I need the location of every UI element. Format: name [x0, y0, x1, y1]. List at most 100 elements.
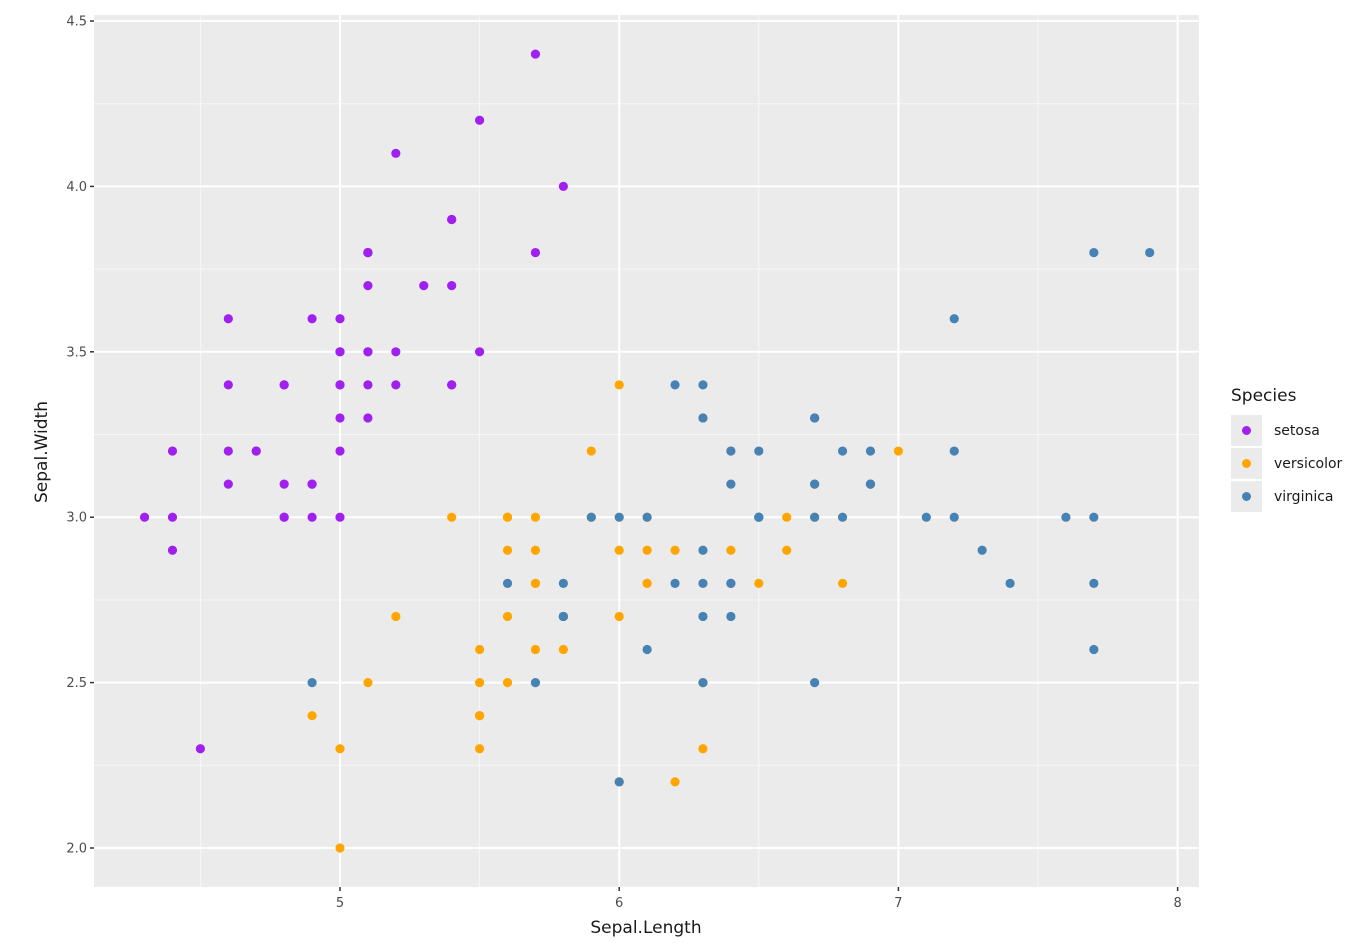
legend-label: virginica: [1274, 488, 1334, 505]
data-point-virginica: [949, 314, 959, 324]
data-point-setosa: [363, 281, 373, 291]
data-point-virginica: [698, 578, 708, 588]
legend-item-setosa: setosa: [1231, 414, 1342, 447]
data-point-setosa: [363, 380, 373, 390]
data-point-versicolor: [614, 380, 624, 390]
data-point-virginica: [558, 611, 568, 622]
data-point-virginica: [726, 578, 736, 588]
data-point-setosa: [447, 380, 457, 390]
legend-key: [1231, 481, 1262, 512]
data-point-virginica: [1005, 578, 1015, 588]
data-point-setosa: [307, 479, 317, 489]
data-point-versicolor: [837, 578, 848, 588]
data-point-virginica: [1145, 247, 1155, 258]
data-point-versicolor: [642, 578, 652, 588]
data-point-setosa: [530, 247, 541, 258]
data-point-setosa: [167, 446, 178, 456]
data-point-virginica: [698, 545, 708, 555]
data-point-versicolor: [335, 744, 345, 754]
data-point-setosa: [167, 545, 178, 555]
data-point-virginica: [558, 578, 568, 588]
data-point-versicolor: [698, 744, 708, 754]
data-point-setosa: [335, 347, 345, 357]
data-point-setosa: [223, 380, 233, 390]
data-point-setosa: [279, 479, 289, 489]
data-point-setosa: [251, 446, 261, 456]
data-point-setosa: [447, 214, 457, 225]
y-axis: 2.0 2.5 3.0 3.5 4.0 4.5: [66, 15, 94, 857]
data-point-setosa: [279, 380, 289, 390]
data-point-virginica: [670, 578, 680, 588]
data-point-virginica: [726, 446, 736, 456]
data-point-virginica: [837, 446, 848, 456]
data-point-setosa: [335, 413, 345, 423]
data-point-virginica: [614, 777, 624, 787]
data-point-setosa: [363, 247, 373, 258]
data-point-versicolor: [614, 611, 624, 622]
data-point-virginica: [977, 545, 987, 555]
data-point-setosa: [223, 314, 233, 324]
data-point-setosa: [335, 512, 345, 522]
data-point-versicolor: [670, 545, 680, 555]
y-axis-title: Sepal.Width: [32, 401, 52, 503]
data-point-versicolor: [475, 711, 485, 721]
data-point-setosa: [363, 347, 373, 357]
data-point-virginica: [810, 512, 820, 522]
data-point-setosa: [363, 413, 373, 423]
data-point-virginica: [1061, 512, 1071, 522]
data-point-setosa: [391, 380, 401, 390]
data-point-setosa: [195, 744, 205, 754]
data-point-setosa: [447, 281, 457, 291]
data-point-setosa: [167, 512, 178, 522]
data-point-setosa: [391, 148, 401, 158]
data-point-versicolor: [475, 678, 485, 688]
data-point-setosa: [223, 446, 233, 456]
data-point-setosa: [530, 49, 541, 59]
y-tick-label: 3.0: [66, 511, 87, 526]
legend-dot-icon: [1242, 459, 1251, 468]
data-point-versicolor: [530, 578, 541, 588]
x-tick-label: 8: [1173, 896, 1181, 911]
data-point-setosa: [475, 115, 485, 125]
data-point-setosa: [335, 314, 345, 324]
data-point-virginica: [921, 512, 931, 522]
data-point-virginica: [949, 512, 959, 522]
data-point-versicolor: [502, 611, 513, 622]
data-point-virginica: [307, 678, 317, 688]
y-tick-label: 2.0: [66, 842, 87, 857]
x-axis-title: Sepal.Length: [590, 918, 701, 938]
data-points: [139, 49, 1155, 853]
data-point-virginica: [698, 413, 708, 423]
data-point-versicolor: [475, 644, 485, 655]
data-point-setosa: [335, 380, 345, 390]
legend-label: versicolor: [1274, 455, 1343, 472]
plot-panel: [94, 15, 1199, 887]
data-point-virginica: [810, 479, 820, 489]
data-point-virginica: [698, 380, 708, 390]
data-point-setosa: [279, 512, 289, 522]
legend-dot-icon: [1242, 492, 1251, 501]
data-point-setosa: [223, 479, 233, 489]
data-point-virginica: [670, 380, 680, 390]
legend-dot-icon: [1242, 426, 1251, 435]
data-point-virginica: [837, 512, 848, 522]
data-point-versicolor: [391, 611, 401, 622]
legend-label: setosa: [1274, 422, 1320, 439]
data-point-versicolor: [363, 678, 373, 688]
data-point-versicolor: [782, 512, 792, 522]
data-point-versicolor: [558, 644, 568, 655]
legend-item-versicolor: versicolor: [1231, 447, 1342, 480]
data-point-virginica: [865, 479, 876, 489]
data-point-virginica: [810, 413, 820, 423]
data-point-virginica: [502, 578, 513, 588]
data-point-versicolor: [614, 545, 624, 555]
data-point-versicolor: [642, 545, 652, 555]
x-tick-label: 7: [894, 896, 902, 911]
data-point-versicolor: [530, 512, 541, 522]
data-point-virginica: [698, 611, 708, 622]
y-tick-label: 4.0: [66, 180, 87, 195]
data-point-virginica: [1089, 512, 1099, 522]
data-point-virginica: [949, 446, 959, 456]
data-point-setosa: [391, 347, 401, 357]
